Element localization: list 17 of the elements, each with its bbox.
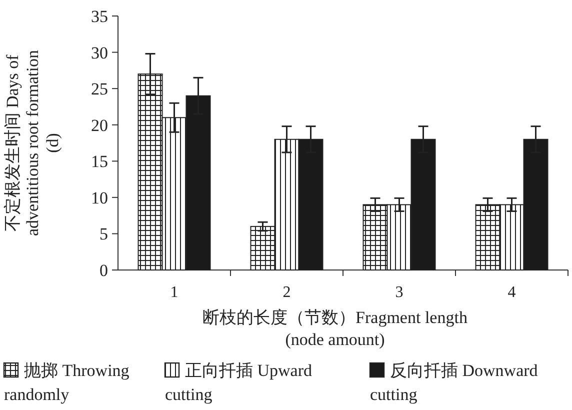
y-tick-label: 15 xyxy=(91,152,108,172)
y-tick-label: 25 xyxy=(91,80,108,99)
y-tick-label: 30 xyxy=(91,43,108,62)
y-tick-label: 0 xyxy=(100,261,108,280)
legend-label: 反向扦插 Downward cutting xyxy=(370,361,538,404)
y-tick-label: 5 xyxy=(100,224,108,244)
y-tick-label: 20 xyxy=(91,116,108,135)
y-tick-label: 35 xyxy=(91,7,108,26)
y-axis-title: 不定根发生时间 Days of adventitious root formation (d) xyxy=(3,49,62,236)
x-tick-label: 2 xyxy=(282,284,291,301)
x-tick-label: 4 xyxy=(508,284,516,301)
x-tick-label: 1 xyxy=(170,284,178,301)
x-axis-title: 断枝的长度（节数）Fragment length (node amount) xyxy=(202,308,468,349)
y-tick-label: 10 xyxy=(91,188,108,208)
legend-label: 正向扦插 Upward cutting xyxy=(165,361,313,404)
legend-label: 抛掷 Throwing randomly xyxy=(4,361,130,404)
x-tick-label: 3 xyxy=(395,284,404,301)
